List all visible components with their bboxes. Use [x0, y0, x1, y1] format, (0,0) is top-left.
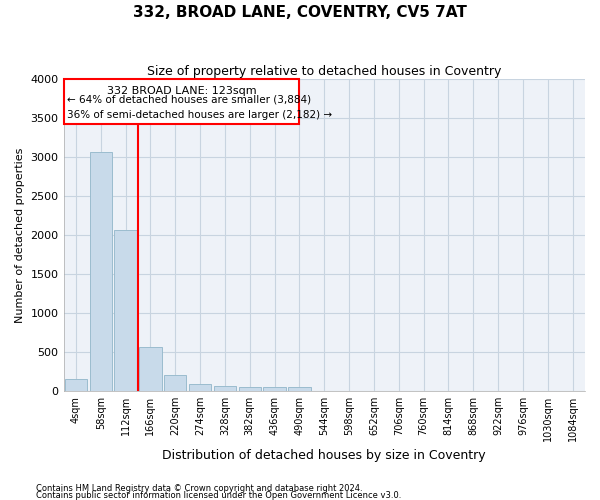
Title: Size of property relative to detached houses in Coventry: Size of property relative to detached ho… — [147, 65, 502, 78]
Bar — [89, 152, 112, 391]
Text: Contains public sector information licensed under the Open Government Licence v3: Contains public sector information licen… — [36, 490, 401, 500]
Bar — [139, 346, 161, 391]
Bar — [263, 387, 286, 391]
Text: 332 BROAD LANE: 123sqm: 332 BROAD LANE: 123sqm — [107, 86, 256, 96]
Bar — [288, 387, 311, 391]
FancyBboxPatch shape — [64, 79, 299, 124]
Bar — [65, 378, 87, 391]
Bar — [189, 384, 211, 391]
Bar — [115, 230, 137, 391]
Text: 36% of semi-detached houses are larger (2,182) →: 36% of semi-detached houses are larger (… — [67, 110, 332, 120]
Text: Contains HM Land Registry data © Crown copyright and database right 2024.: Contains HM Land Registry data © Crown c… — [36, 484, 362, 493]
Bar — [239, 387, 261, 391]
Text: ← 64% of detached houses are smaller (3,884): ← 64% of detached houses are smaller (3,… — [67, 94, 311, 104]
X-axis label: Distribution of detached houses by size in Coventry: Distribution of detached houses by size … — [163, 450, 486, 462]
Text: 332, BROAD LANE, COVENTRY, CV5 7AT: 332, BROAD LANE, COVENTRY, CV5 7AT — [133, 5, 467, 20]
Bar — [164, 375, 187, 391]
Bar — [214, 386, 236, 391]
Y-axis label: Number of detached properties: Number of detached properties — [15, 148, 25, 323]
